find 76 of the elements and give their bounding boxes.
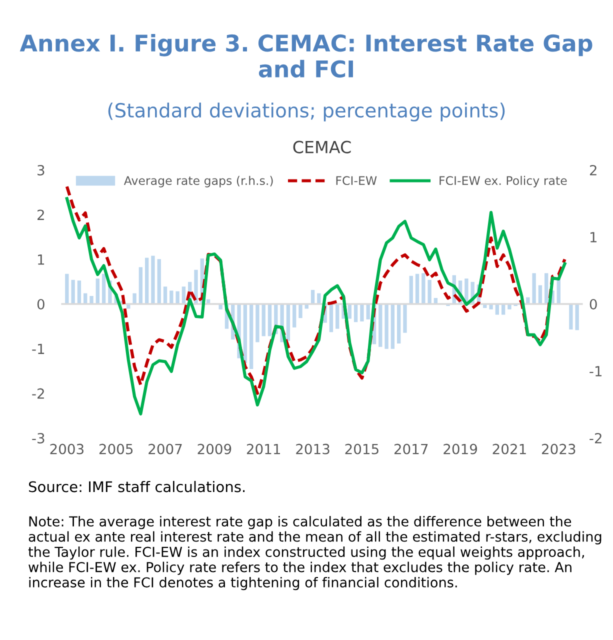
bar: [532, 273, 536, 304]
x-tick-label: 2013: [296, 444, 330, 454]
bar: [163, 286, 168, 304]
bar: [243, 304, 248, 363]
bar: [489, 304, 493, 310]
bar: [508, 304, 512, 310]
x-tick-label: 2003: [50, 444, 84, 454]
y2-tick-label: 0: [590, 298, 597, 310]
y-tick-label: 1: [38, 254, 44, 265]
bar: [538, 285, 542, 304]
y2-tick-label: -2: [590, 432, 602, 444]
bar: [249, 304, 254, 369]
x-tick-label: 2023: [542, 444, 576, 454]
x-tick-label: 2015: [345, 444, 378, 454]
bar: [262, 304, 266, 336]
bar: [176, 291, 180, 304]
bar: [65, 274, 69, 304]
bar: [77, 280, 82, 304]
bar: [384, 304, 388, 349]
bar: [144, 258, 149, 304]
bar: [544, 273, 548, 304]
bar: [298, 304, 302, 318]
bar: [360, 304, 364, 322]
legend-label: Average rate gaps (r.h.s.): [124, 176, 273, 188]
bar: [182, 286, 186, 304]
text: Note: The average interest rate gap is calculated as the difference between the actual ex ante real interest rate and the mean of all the estimated r-stars, excluding the Taylor rule. FCI-EW is an index constructed using the equal weights approach, while FCI-EW ex. Policy rate refers to the index that excludes the policy rate. An increase in the FCI denotes a tightening of financial conditions.: [28, 516, 602, 590]
bar: [396, 304, 401, 344]
bar: [575, 304, 579, 330]
bar: [170, 290, 174, 304]
bar: [71, 280, 75, 304]
chart-title: Annex I. Figure 3. CEMAC: Interest Rate Gap and FCI: [20, 34, 592, 78]
bar: [218, 304, 222, 310]
bar: [102, 274, 106, 304]
text: CEMAC: [293, 140, 351, 154]
bar: [390, 304, 395, 349]
y2-tick-label: 2: [590, 164, 596, 176]
y-tick-label: -3: [32, 432, 44, 444]
x-tick-label: 2011: [246, 444, 280, 454]
chart-subtitle: (Standard deviations; percentage points): [108, 102, 505, 122]
bar: [378, 304, 382, 347]
y-tick-label: -2: [32, 388, 44, 399]
y-tick-label: 2: [38, 210, 44, 220]
bar: [157, 259, 161, 304]
bar: [329, 304, 334, 332]
bar: [194, 270, 198, 304]
x-tick-label: 2021: [492, 444, 526, 454]
x-tick-label: 2007: [148, 444, 182, 454]
x-tick-label: 2017: [394, 444, 428, 454]
bar: [403, 304, 407, 333]
bar: [256, 304, 260, 342]
x-tick-label: 2009: [198, 444, 232, 454]
bar: [336, 304, 340, 329]
bar: [268, 304, 272, 336]
bar: [132, 293, 136, 304]
bar: [409, 276, 413, 304]
y-tick-label: 0: [37, 298, 44, 310]
bar: [286, 304, 290, 341]
bar: [569, 304, 573, 330]
x-tick-label: 2005: [99, 444, 133, 454]
y-tick-label: -1: [32, 344, 44, 354]
bar: [96, 278, 100, 304]
y-tick-label: 3: [38, 164, 44, 176]
bar: [90, 296, 94, 304]
y2-tick-label: 1: [590, 232, 596, 242]
legend-label: FCI-EW ex. Policy rate: [440, 176, 567, 188]
bar: [415, 274, 420, 304]
bar: [428, 280, 432, 304]
bar: [292, 304, 296, 328]
bar: [422, 273, 426, 304]
bar: [317, 293, 321, 304]
bar: [138, 267, 143, 304]
source-note: Source: IMF staff calculations.: [28, 480, 245, 492]
bar: [151, 256, 155, 304]
y2-tick-label: -1: [590, 366, 602, 376]
legend-label: FCI-EW: [336, 176, 377, 186]
x-tick-label: 2019: [444, 444, 477, 454]
